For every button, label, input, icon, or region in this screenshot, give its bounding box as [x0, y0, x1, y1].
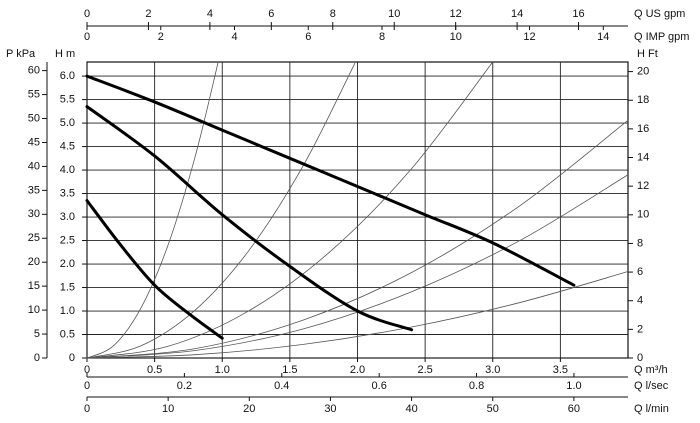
tick-label: 8	[379, 31, 385, 43]
y-tick-label: 3.0	[60, 211, 75, 223]
y-tick-label: 1.0	[60, 305, 75, 317]
tick-label: 50	[487, 403, 499, 415]
pump-curve	[85, 74, 576, 287]
top-axis-title: Q US gpm	[634, 8, 685, 20]
y-axis-title: H m	[55, 48, 75, 60]
tick-label: 4	[637, 295, 643, 307]
tick-label: 8	[330, 8, 336, 20]
tick-label: 10	[28, 304, 40, 316]
tick-label: 6	[268, 8, 274, 20]
x-tick-label: 2.0	[350, 364, 365, 376]
tick-label: 18	[637, 94, 649, 106]
tick-label: 20	[28, 256, 40, 268]
y-tick-label: 4.5	[60, 140, 75, 152]
tick-label: 20	[637, 66, 649, 78]
tick-label: 0.4	[274, 380, 289, 392]
tick-label: 25	[28, 232, 40, 244]
tick-label: 1.0	[566, 380, 581, 392]
system-curve	[86, 61, 219, 359]
tick-label: 60	[568, 403, 580, 415]
pump-curve	[85, 105, 414, 332]
tick-label: 10	[637, 209, 649, 221]
tick-label: 30	[28, 208, 40, 220]
tick-label: 0	[84, 403, 90, 415]
top-axis-title: Q IMP gpm	[634, 31, 689, 43]
y-tick-label: 3.5	[60, 187, 75, 199]
tick-label: 0	[84, 31, 90, 43]
y-tick-label: 0	[69, 352, 75, 364]
tick-label: 45	[28, 136, 40, 148]
system-curve	[86, 119, 629, 359]
y-tick-label: 5.0	[60, 117, 75, 129]
x-tick-label: 2.5	[417, 364, 432, 376]
x-tick-label: 1.5	[282, 364, 297, 376]
tick-label: 12	[637, 180, 649, 192]
tick-label: 50	[28, 112, 40, 124]
tick-label: 16	[572, 8, 584, 20]
tick-label: 2	[158, 31, 164, 43]
y-tick-label: 6.0	[60, 70, 75, 82]
x-tick-label: 0	[84, 364, 90, 376]
tick-label: 60	[28, 65, 40, 77]
tick-label: 14	[597, 31, 609, 43]
tick-label: 5	[34, 328, 40, 340]
tick-label: 55	[28, 88, 40, 100]
y-tick-label: 5.5	[60, 93, 75, 105]
system-curve	[86, 63, 356, 359]
y-tick-label: 4.0	[60, 164, 75, 176]
tick-label: 0.2	[177, 380, 192, 392]
tick-label: 10	[388, 8, 400, 20]
tick-label: 10	[450, 31, 462, 43]
x-axis-title: Q m³/h	[634, 364, 668, 376]
tick-label: 0	[84, 380, 90, 392]
tick-label: 15	[28, 280, 40, 292]
tick-label: 6	[637, 266, 643, 278]
tick-label: 0	[84, 8, 90, 20]
system-curve	[86, 271, 629, 359]
x-tick-label: 3.0	[485, 364, 500, 376]
tick-label: 10	[162, 403, 174, 415]
tick-label: 0	[34, 352, 40, 364]
pump-curve	[85, 199, 224, 340]
bottom-axis-title: Q l/min	[634, 403, 669, 415]
tick-label: 0.8	[469, 380, 484, 392]
tick-label: 14	[637, 151, 649, 163]
x-tick-label: 1.0	[215, 364, 230, 376]
tick-label: 2	[637, 323, 643, 335]
tick-label: 12	[523, 31, 535, 43]
tick-label: 4	[231, 31, 237, 43]
tick-label: 16	[637, 123, 649, 135]
x-tick-label: 0.5	[147, 364, 162, 376]
tick-label: 6	[305, 31, 311, 43]
y-tick-label: 2.5	[60, 234, 75, 246]
tick-label: 35	[28, 184, 40, 196]
tick-label: 4	[207, 8, 213, 20]
system-curve	[86, 174, 629, 359]
right-axis-title: H Ft	[637, 48, 658, 60]
left-axis-title: P kPa	[6, 48, 36, 60]
tick-label: 40	[28, 160, 40, 172]
tick-label: 0.6	[372, 380, 387, 392]
tick-label: 0	[637, 352, 643, 364]
y-tick-label: 2.0	[60, 258, 75, 270]
y-tick-label: 1.5	[60, 281, 75, 293]
tick-label: 8	[637, 237, 643, 249]
tick-label: 14	[511, 8, 523, 20]
bottom-axis-title: Q l/sec	[634, 380, 669, 392]
tick-label: 12	[450, 8, 462, 20]
y-tick-label: 0.5	[60, 328, 75, 340]
tick-label: 2	[145, 8, 151, 20]
tick-label: 40	[405, 403, 417, 415]
x-tick-label: 3.5	[553, 364, 568, 376]
tick-label: 30	[324, 403, 336, 415]
tick-label: 20	[243, 403, 255, 415]
